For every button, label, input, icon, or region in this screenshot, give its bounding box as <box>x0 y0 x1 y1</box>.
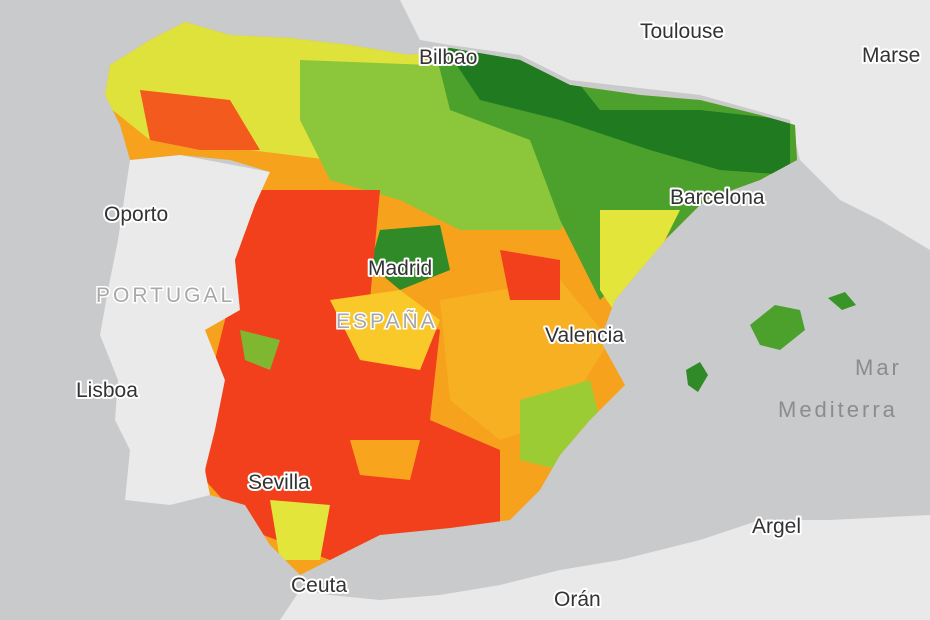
region-fill <box>440 40 790 175</box>
africa-land <box>280 515 930 620</box>
island-ibiza <box>686 362 708 392</box>
region-fill <box>520 380 600 470</box>
city-label: Orán <box>554 588 601 611</box>
portugal-land <box>100 155 270 505</box>
region-fill <box>140 90 260 150</box>
country-label: ESPAÑA <box>336 309 438 333</box>
country-label: PORTUGAL <box>96 284 235 307</box>
region-fill <box>350 440 420 480</box>
city-label: Lisboa <box>76 379 138 402</box>
region-fill <box>240 330 280 370</box>
city-label: Madrid <box>368 257 432 280</box>
region-fill <box>600 210 680 320</box>
city-label: Argel <box>752 515 801 538</box>
region-fill <box>270 500 330 560</box>
city-label: Toulouse <box>640 20 724 43</box>
sea-label: Mar <box>855 355 902 380</box>
sea-label: Mediterra <box>778 397 898 422</box>
region-fill <box>330 290 440 370</box>
city-label: Marse <box>862 44 920 67</box>
city-label: Valencia <box>545 324 624 347</box>
region-fill <box>205 190 500 560</box>
region-fill <box>500 250 560 300</box>
island-mallorca <box>750 305 805 350</box>
city-label: Ceuta <box>291 574 347 597</box>
region-fill <box>370 225 450 290</box>
city-label: Oporto <box>104 203 168 226</box>
city-label: Bilbao <box>419 46 477 69</box>
city-label: Sevilla <box>248 471 310 494</box>
france-land <box>400 0 930 250</box>
city-label: Barcelona <box>670 186 765 209</box>
island-menorca <box>828 292 856 310</box>
